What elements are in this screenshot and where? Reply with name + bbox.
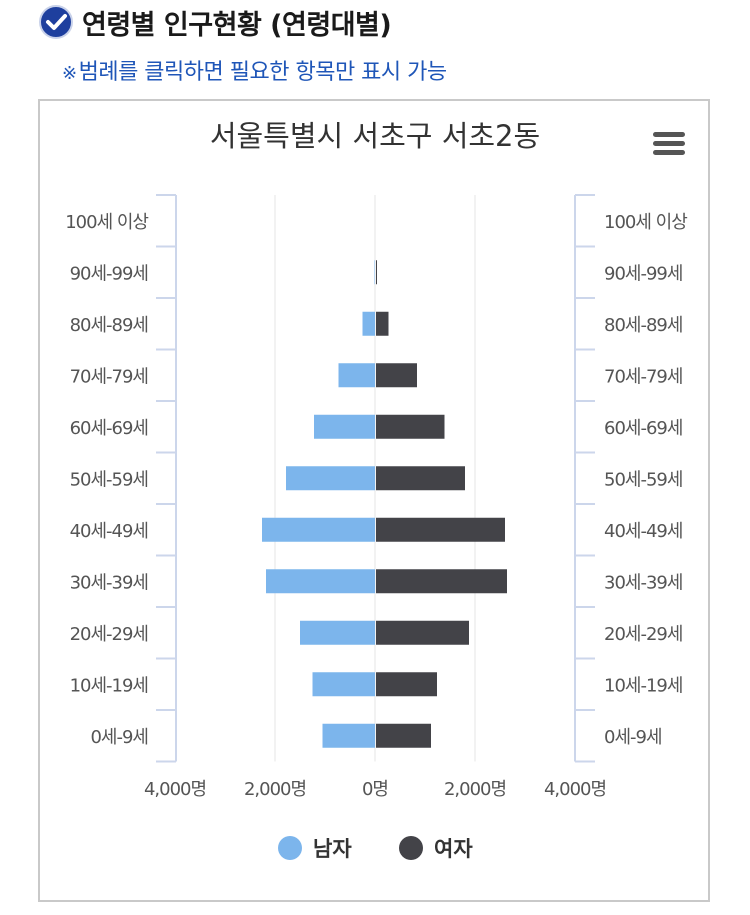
chart-container (38, 99, 710, 902)
category-label-left: 90세-99세 (70, 263, 148, 284)
x-tick-label: 4,000명 (544, 779, 606, 800)
male-bar (322, 723, 375, 748)
section-title: 연령별 인구현황 (연령대별) (82, 9, 392, 41)
notice-mark: ※ (62, 63, 77, 84)
category-label-right: 70세-79세 (604, 366, 682, 387)
legend-notice: ※범례를 클릭하면 필요한 항목만 표시 가능 (62, 54, 447, 86)
female-bar (376, 311, 389, 336)
category-label-right: 60세-69세 (604, 418, 682, 439)
female-bar (376, 363, 417, 388)
category-label-left: 70세-79세 (70, 366, 148, 387)
female-bar (376, 569, 507, 594)
female-bar (376, 620, 469, 645)
legend-male-marker[interactable] (278, 836, 302, 860)
legend-female-marker[interactable] (399, 836, 423, 860)
female-bar (376, 414, 445, 439)
section-header: 연령별 인구현황 (연령대별) (38, 2, 392, 42)
category-label-left: 80세-89세 (70, 315, 148, 336)
x-tick-label: 0명 (362, 779, 388, 800)
category-label-left: 20세-29세 (70, 624, 148, 645)
category-label-right: 30세-39세 (604, 572, 682, 593)
category-label-right: 100세 이상 (604, 212, 687, 233)
category-label-left: 10세-19세 (70, 675, 148, 696)
male-bar (338, 363, 375, 388)
hamburger-menu-icon[interactable] (651, 128, 687, 160)
legend-female-label[interactable]: 여자 (434, 837, 473, 861)
female-bar (376, 260, 377, 285)
male-bar (286, 466, 375, 491)
check-circle-icon (39, 5, 73, 39)
chart-title: 서울특별시 서초구 서초2동 (210, 119, 540, 153)
category-label-right: 10세-19세 (604, 675, 682, 696)
category-label-right: 90세-99세 (604, 263, 682, 284)
female-bar (376, 723, 431, 748)
category-label-left: 30세-39세 (70, 572, 148, 593)
male-bar (362, 311, 375, 336)
category-label-right: 0세-9세 (604, 727, 662, 748)
x-tick-label: 2,000명 (244, 779, 306, 800)
male-bar (266, 569, 375, 594)
notice-text: 범례를 클릭하면 필요한 항목만 표시 가능 (78, 60, 448, 85)
female-bar (376, 672, 437, 697)
male-bar (312, 672, 375, 697)
x-tick-label: 2,000명 (444, 779, 506, 800)
category-label-left: 0세-9세 (90, 727, 148, 748)
category-label-right: 40세-49세 (604, 521, 682, 542)
category-label-right: 50세-59세 (604, 469, 682, 490)
male-bar (300, 620, 375, 645)
legend-male-label[interactable]: 남자 (313, 837, 352, 861)
male-bar (262, 517, 375, 542)
male-bar (314, 414, 375, 439)
category-label-right: 80세-89세 (604, 315, 682, 336)
category-label-left: 100세 이상 (65, 212, 148, 233)
female-bar (376, 517, 505, 542)
x-tick-label: 4,000명 (144, 779, 206, 800)
category-label-right: 20세-29세 (604, 624, 682, 645)
male-bar (374, 260, 375, 285)
category-label-left: 60세-69세 (70, 418, 148, 439)
female-bar (376, 466, 465, 491)
category-label-left: 40세-49세 (70, 521, 148, 542)
category-label-left: 50세-59세 (70, 469, 148, 490)
